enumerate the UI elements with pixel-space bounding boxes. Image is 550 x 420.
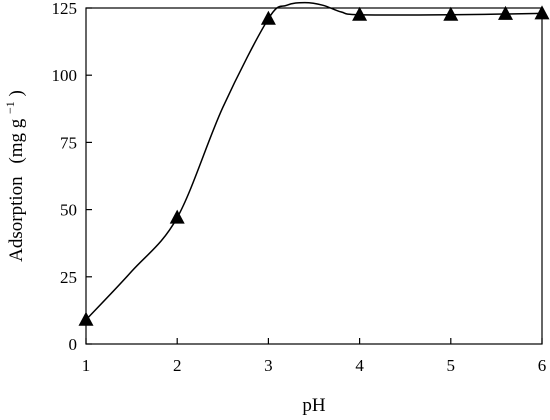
data-point-triangle <box>443 6 459 21</box>
data-point-triangle <box>498 5 514 20</box>
ticks-layer: 1 2 3 4 5 6 0 25 50 75 100 125 <box>52 0 547 375</box>
y-axis-title-main: Adsorption <box>6 176 27 262</box>
x-tick-label: 3 <box>264 356 273 375</box>
y-tick-label: 25 <box>60 268 77 287</box>
y-axis-title-unit-exp: −1 <box>3 101 17 114</box>
x-tick-label: 6 <box>538 356 547 375</box>
data-point-triangle <box>534 5 550 20</box>
x-tick-label: 5 <box>447 356 456 375</box>
fitted-curve <box>85 1 543 321</box>
y-axis-title: Adsorption (mg g −1 ) <box>0 90 27 262</box>
data-point-triangle <box>260 10 276 25</box>
y-axis-title-unit-close: ) <box>6 90 27 96</box>
y-tick-label: 125 <box>52 0 78 18</box>
x-tick-label: 2 <box>173 356 182 375</box>
y-tick-label: 0 <box>69 335 78 354</box>
markers-layer <box>78 5 550 326</box>
plot-frame <box>85 7 543 345</box>
y-tick-label: 50 <box>60 201 77 220</box>
data-point-triangle <box>78 311 94 326</box>
y-axis-title-unit: (mg g <box>6 118 27 163</box>
x-tick-label: 1 <box>82 356 91 375</box>
y-tick-label: 100 <box>52 66 78 85</box>
x-axis-title: pH <box>302 395 326 416</box>
data-point-triangle <box>169 209 185 224</box>
data-point-triangle <box>352 6 368 21</box>
x-tick-label: 4 <box>355 356 364 375</box>
y-tick-label: 75 <box>60 133 77 152</box>
